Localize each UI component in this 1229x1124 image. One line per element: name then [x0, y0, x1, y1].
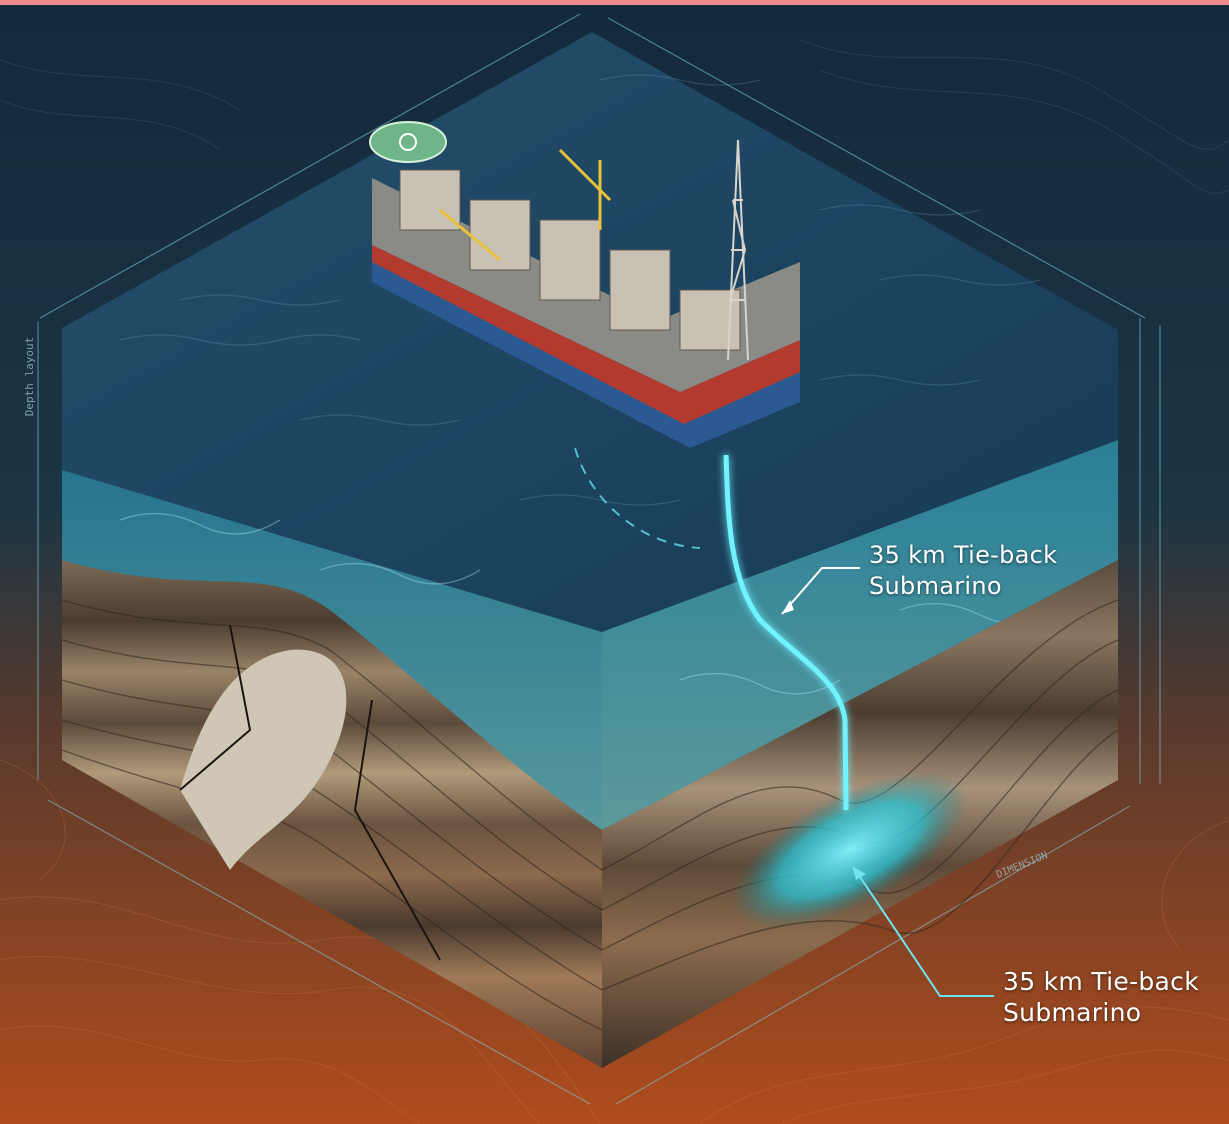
waves: [119, 74, 1041, 506]
drilling-derrick: [727, 139, 749, 361]
callout-lower: 35 km Tie-back Submarino: [1003, 966, 1199, 1028]
callout-lower-line1: 35 km Tie-back: [1003, 967, 1199, 996]
helipad: [369, 121, 447, 163]
reservoir: [732, 772, 968, 928]
callout-leaders: [781, 567, 860, 615]
fpso-vessel: [372, 148, 800, 448]
strata-left: [62, 560, 602, 1068]
callout-leaders-lower: [853, 867, 994, 997]
salt-dome: [180, 649, 347, 870]
contour-lines-top: [0, 39, 1229, 194]
arrow-up-icon: [782, 600, 794, 614]
mooring-line: [574, 447, 701, 549]
callout-upper: 35 km Tie-back Submarino: [869, 540, 1057, 602]
dimension-guides: [37, 13, 1161, 1105]
depth-label: Depth layout: [23, 336, 37, 417]
riser-pipeline: [723, 454, 849, 811]
water-column-right: [602, 440, 1118, 830]
callout-upper-line2: Submarino: [869, 572, 1002, 600]
arrow-down-icon: [852, 866, 866, 880]
faults: [179, 624, 441, 961]
top-strip: [0, 0, 1229, 5]
callout-upper-line1: 35 km Tie-back: [869, 541, 1058, 569]
callout-lower-line2: Submarino: [1003, 998, 1142, 1027]
